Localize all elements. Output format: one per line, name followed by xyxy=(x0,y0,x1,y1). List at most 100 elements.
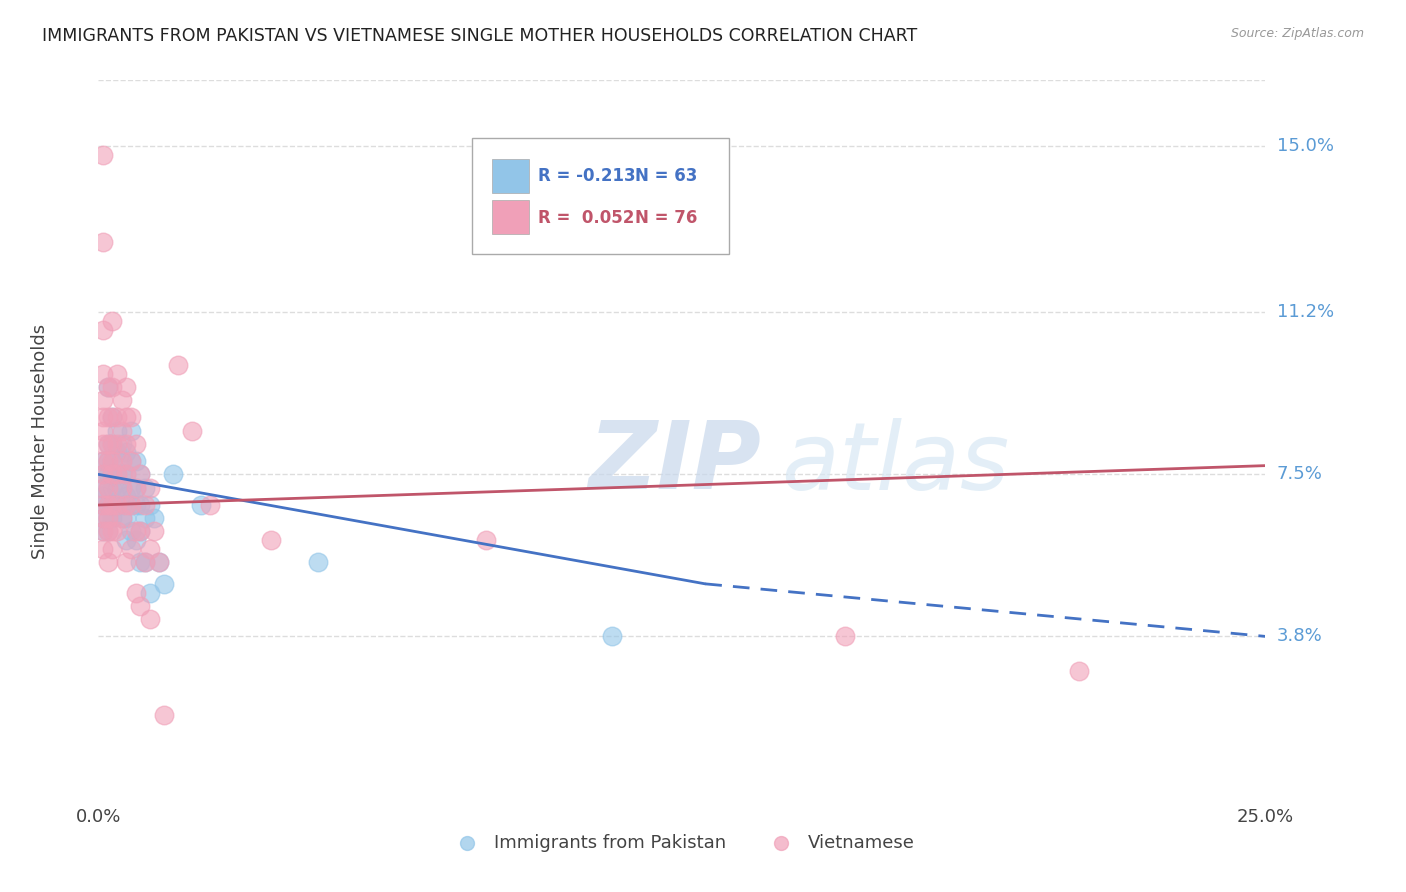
Point xyxy=(120,410,142,425)
Point xyxy=(143,524,166,539)
Point xyxy=(120,541,142,556)
Point xyxy=(111,392,134,407)
Point xyxy=(91,541,114,556)
Point xyxy=(97,555,120,569)
Point xyxy=(101,541,124,556)
Point xyxy=(111,511,134,525)
Point xyxy=(101,511,124,525)
Point xyxy=(129,467,152,482)
Text: IMMIGRANTS FROM PAKISTAN VS VIETNAMESE SINGLE MOTHER HOUSEHOLDS CORRELATION CHAR: IMMIGRANTS FROM PAKISTAN VS VIETNAMESE S… xyxy=(42,27,918,45)
Text: N = 76: N = 76 xyxy=(636,209,697,227)
Point xyxy=(91,498,114,512)
Point xyxy=(111,454,134,468)
Point xyxy=(166,358,188,372)
Point xyxy=(115,467,138,482)
Point xyxy=(125,454,148,468)
Point xyxy=(97,436,120,450)
Point xyxy=(111,481,134,495)
Text: Single Mother Households: Single Mother Households xyxy=(31,324,49,559)
Point xyxy=(115,511,138,525)
Point xyxy=(134,555,156,569)
Point xyxy=(97,467,120,482)
Point xyxy=(125,481,148,495)
Point xyxy=(134,481,156,495)
Point xyxy=(120,498,142,512)
Point xyxy=(115,533,138,547)
Point xyxy=(101,436,124,450)
Point xyxy=(125,481,148,495)
Point xyxy=(129,524,152,539)
Point xyxy=(105,524,128,539)
Point xyxy=(105,467,128,482)
Point xyxy=(91,424,114,438)
Point xyxy=(125,498,148,512)
Point xyxy=(125,436,148,450)
Point xyxy=(105,436,128,450)
Point xyxy=(97,511,120,525)
Point xyxy=(97,524,120,539)
Point xyxy=(97,380,120,394)
Point xyxy=(105,445,128,459)
Point xyxy=(152,708,174,723)
Point xyxy=(91,323,114,337)
Point xyxy=(162,467,184,482)
Point xyxy=(105,498,128,512)
Point xyxy=(115,380,138,394)
Point xyxy=(139,481,162,495)
Point xyxy=(91,454,114,468)
FancyBboxPatch shape xyxy=(472,138,728,253)
Point xyxy=(180,424,202,438)
Point xyxy=(97,524,120,539)
Point xyxy=(115,445,138,459)
Point xyxy=(91,489,114,503)
Point xyxy=(120,481,142,495)
Point xyxy=(105,498,128,512)
Point xyxy=(134,555,156,569)
Point xyxy=(125,524,148,539)
Point xyxy=(97,436,120,450)
Point xyxy=(91,454,114,468)
Point xyxy=(101,454,124,468)
Point xyxy=(129,555,152,569)
Point xyxy=(111,454,134,468)
Point xyxy=(101,498,124,512)
Point xyxy=(91,392,114,407)
Point xyxy=(120,498,142,512)
Point xyxy=(139,612,162,626)
Point xyxy=(91,436,114,450)
Point xyxy=(134,498,156,512)
Point xyxy=(111,424,134,438)
Point xyxy=(101,436,124,450)
Point xyxy=(111,481,134,495)
FancyBboxPatch shape xyxy=(492,159,529,193)
Point xyxy=(91,524,114,539)
Point xyxy=(115,489,138,503)
Point xyxy=(97,454,120,468)
Point xyxy=(97,481,120,495)
Point xyxy=(120,424,142,438)
Point xyxy=(115,436,138,450)
Text: R = -0.213: R = -0.213 xyxy=(538,168,636,186)
Point xyxy=(91,481,114,495)
Point xyxy=(115,498,138,512)
Point xyxy=(91,511,114,525)
Text: 11.2%: 11.2% xyxy=(1277,303,1334,321)
Point xyxy=(139,541,162,556)
Point xyxy=(307,555,329,569)
Point xyxy=(105,481,128,495)
Point xyxy=(91,147,114,161)
Text: 7.5%: 7.5% xyxy=(1277,466,1323,483)
Point xyxy=(190,498,212,512)
Point xyxy=(97,454,120,468)
Point xyxy=(143,511,166,525)
Point xyxy=(148,555,170,569)
Point xyxy=(105,410,128,425)
Point xyxy=(91,467,114,482)
Point xyxy=(91,481,114,495)
Point xyxy=(129,599,152,613)
Point xyxy=(115,410,138,425)
Point xyxy=(97,410,120,425)
Point xyxy=(91,467,114,482)
Point xyxy=(125,533,148,547)
Point xyxy=(129,524,152,539)
